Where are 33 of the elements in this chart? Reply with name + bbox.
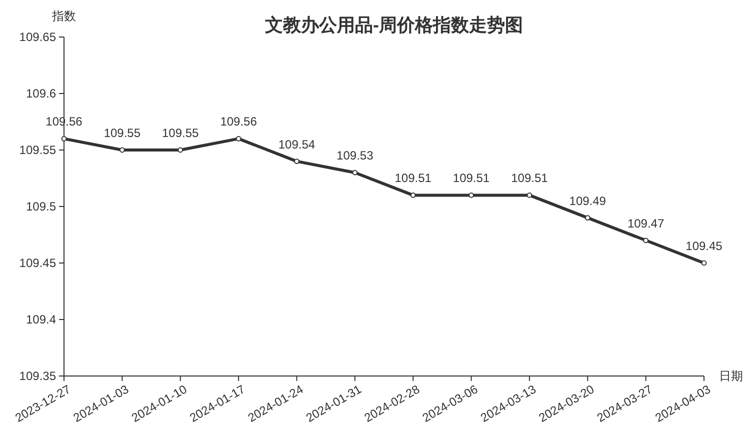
point: [61, 136, 67, 142]
point: [701, 260, 707, 266]
data-label: 109.54: [278, 137, 316, 152]
point: [526, 192, 532, 198]
point: [178, 147, 184, 153]
data-label: 109.51: [511, 171, 548, 186]
data-label: 109.53: [336, 148, 374, 163]
chart-title: 文教办公用品-周价格指数走势图: [264, 15, 523, 35]
point: [643, 238, 649, 244]
point: [352, 170, 358, 176]
point: [294, 158, 300, 164]
x-axis-title: 日期: [719, 369, 743, 383]
data-label: 109.55: [162, 126, 200, 140]
point: [584, 215, 590, 220]
point: [119, 147, 125, 153]
data-label: 109.51: [452, 171, 490, 186]
point: [410, 192, 416, 198]
data-label: 109.47: [627, 216, 664, 230]
y-axis-title: 指数: [51, 9, 76, 23]
point: [468, 192, 474, 198]
y-tick-label: 109.65: [19, 30, 56, 44]
data-label: 109.51: [394, 171, 432, 186]
y-tick-label: 109.35: [19, 369, 56, 383]
point: [236, 136, 242, 142]
data-label: 109.45: [686, 239, 723, 253]
y-tick-label: 109.6: [26, 86, 56, 100]
data-label: 109.49: [569, 194, 606, 208]
data-label: 109.56: [220, 114, 258, 129]
data-label: 109.55: [104, 126, 141, 140]
y-tick-label: 109.55: [19, 143, 56, 157]
y-tick-label: 109.45: [19, 256, 56, 270]
y-tick-label: 109.5: [26, 200, 56, 214]
y-tick-label: 109.4: [26, 312, 56, 326]
